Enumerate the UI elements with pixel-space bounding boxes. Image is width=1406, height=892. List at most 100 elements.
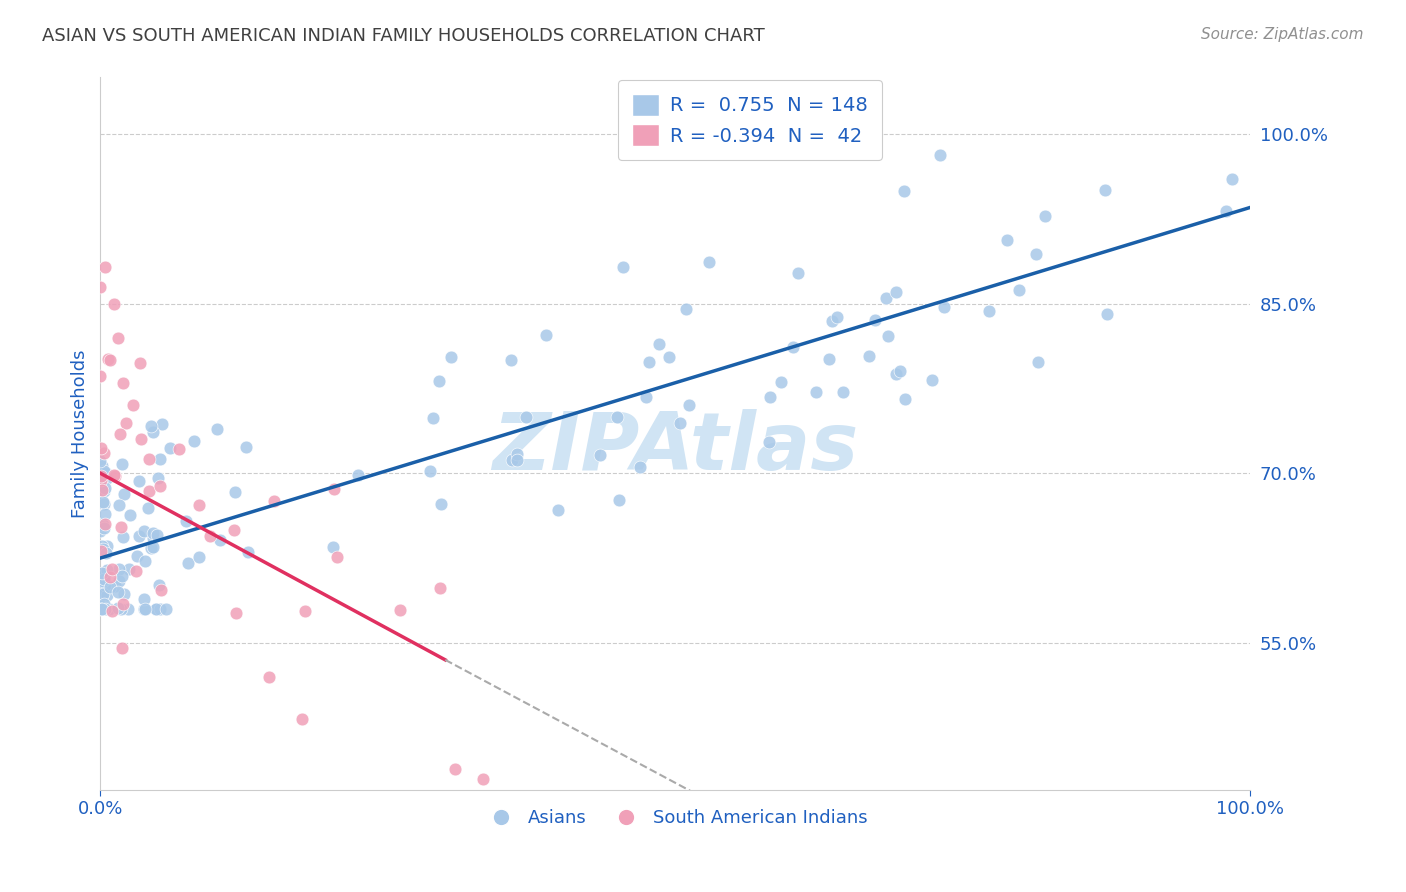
Point	[515, 410, 537, 425]
Point	[93, 260, 115, 274]
Point	[758, 435, 780, 450]
Point	[1008, 283, 1031, 297]
Point	[90, 602, 112, 616]
Point	[177, 556, 200, 570]
Point	[506, 453, 529, 467]
Point	[146, 471, 169, 485]
Point	[98, 570, 121, 584]
Point	[547, 503, 569, 517]
Point	[90, 602, 112, 616]
Point	[90, 473, 112, 487]
Point	[103, 467, 125, 482]
Point	[93, 497, 115, 511]
Point	[111, 530, 134, 544]
Point	[1094, 183, 1116, 197]
Point	[89, 369, 111, 384]
Point	[138, 452, 160, 467]
Point	[90, 602, 112, 616]
Point	[995, 233, 1018, 247]
Point	[98, 580, 121, 594]
Point	[322, 540, 344, 554]
Point	[146, 527, 169, 541]
Point	[150, 583, 173, 598]
Point	[91, 587, 114, 601]
Point	[786, 266, 808, 280]
Point	[91, 541, 114, 556]
Point	[208, 533, 231, 547]
Point	[91, 566, 114, 581]
Point	[472, 772, 495, 786]
Point	[921, 373, 943, 387]
Point	[93, 446, 115, 460]
Point	[827, 310, 849, 325]
Point	[125, 564, 148, 578]
Point	[149, 479, 172, 493]
Y-axis label: Family Households: Family Households	[72, 350, 89, 518]
Point	[606, 410, 628, 425]
Point	[93, 521, 115, 535]
Point	[110, 427, 132, 442]
Point	[142, 525, 165, 540]
Point	[89, 454, 111, 468]
Point	[782, 340, 804, 354]
Point	[128, 528, 150, 542]
Point	[108, 574, 131, 589]
Point	[188, 498, 211, 512]
Point	[138, 483, 160, 498]
Point	[1025, 247, 1047, 261]
Point	[889, 364, 911, 378]
Point	[628, 459, 651, 474]
Point	[107, 561, 129, 575]
Point	[94, 578, 117, 592]
Point	[932, 300, 955, 314]
Point	[440, 350, 463, 364]
Point	[117, 602, 139, 616]
Point	[198, 528, 221, 542]
Point	[110, 602, 132, 616]
Point	[90, 441, 112, 455]
Point	[678, 399, 700, 413]
Text: Source: ZipAtlas.com: Source: ZipAtlas.com	[1201, 27, 1364, 42]
Point	[93, 572, 115, 586]
Point	[93, 516, 115, 531]
Point	[155, 602, 177, 616]
Point	[832, 384, 855, 399]
Point	[93, 567, 115, 582]
Point	[96, 546, 118, 560]
Point	[884, 285, 907, 300]
Point	[612, 260, 634, 274]
Point	[110, 569, 132, 583]
Point	[669, 417, 692, 431]
Point	[893, 184, 915, 198]
Point	[104, 579, 127, 593]
Point	[120, 508, 142, 523]
Point	[323, 482, 346, 496]
Point	[112, 587, 135, 601]
Point	[607, 493, 630, 508]
Point	[389, 603, 412, 617]
Point	[236, 545, 259, 559]
Point	[134, 592, 156, 607]
Point	[183, 434, 205, 449]
Point	[90, 602, 112, 616]
Point	[114, 416, 136, 430]
Point	[928, 148, 950, 162]
Point	[875, 291, 897, 305]
Point	[506, 447, 529, 461]
Point	[127, 549, 149, 563]
Point	[225, 607, 247, 621]
Point	[658, 351, 681, 365]
Point	[89, 280, 111, 294]
Point	[90, 468, 112, 483]
Point	[112, 487, 135, 501]
Point	[675, 301, 697, 316]
Point	[96, 539, 118, 553]
Point	[93, 518, 115, 533]
Point	[1033, 209, 1056, 223]
Point	[97, 602, 120, 616]
Point	[90, 583, 112, 598]
Point	[347, 468, 370, 483]
Point	[104, 469, 127, 483]
Point	[112, 376, 135, 390]
Point	[97, 351, 120, 366]
